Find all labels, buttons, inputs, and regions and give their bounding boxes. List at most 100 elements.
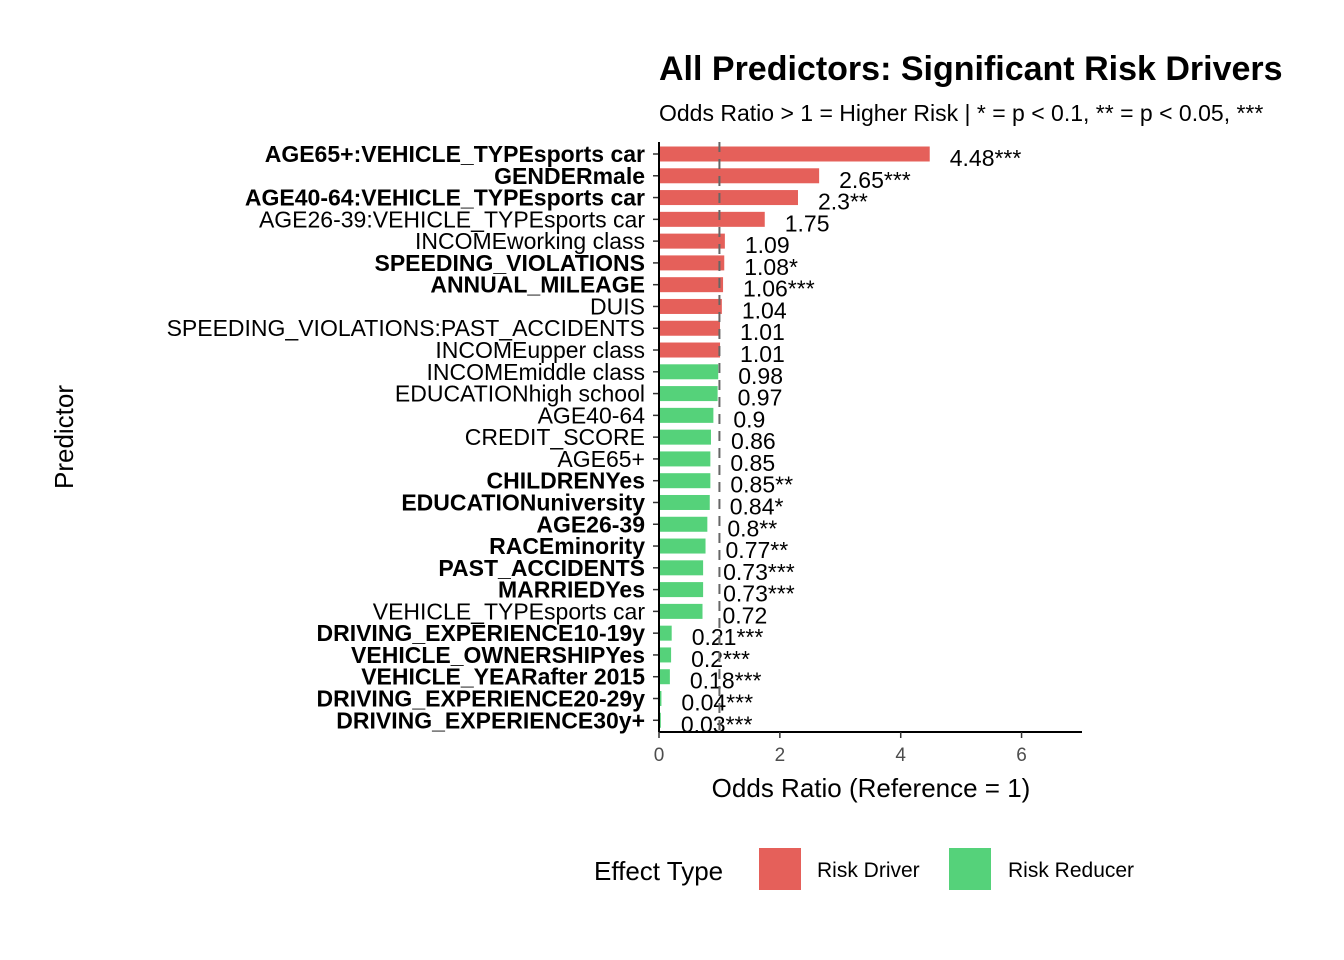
category-label: AGE65+:VEHICLE_TYPEsports car (265, 141, 645, 167)
value-label: 1.08* (744, 254, 798, 280)
bar (659, 320, 721, 336)
category-label: EDUCATIONuniversity (401, 489, 645, 515)
bar (659, 342, 721, 358)
category-label: AGE40-64 (538, 402, 646, 428)
bar (659, 516, 708, 532)
category-label: RACEminority (489, 533, 645, 559)
category-label: SPEEDING_VIOLATIONS:PAST_ACCIDENTS (167, 315, 645, 341)
legend-swatch-risk-reducer (949, 848, 991, 890)
value-label: 0.98 (738, 363, 783, 389)
legend-swatch-risk-driver (759, 848, 801, 890)
bar (659, 473, 711, 489)
value-label: 0.21*** (692, 624, 764, 650)
bar (659, 494, 710, 510)
bar (659, 168, 820, 184)
value-label: 0.86 (731, 428, 776, 454)
value-label: 0.97 (738, 385, 783, 411)
legend-label-risk-reducer: Risk Reducer (1008, 859, 1134, 882)
category-label: MARRIEDYes (498, 577, 645, 603)
bar (659, 233, 725, 249)
category-labels: AGE65+:VEHICLE_TYPEsports carGENDERmaleA… (167, 141, 659, 733)
category-label: AGE40-64:VEHICLE_TYPEsports car (245, 185, 645, 211)
legend-title: Effect Type (594, 856, 723, 886)
value-label: 0.72 (723, 602, 768, 628)
bar (659, 647, 672, 663)
x-tick-label: 4 (895, 745, 906, 766)
category-label: PAST_ACCIDENTS (438, 555, 645, 581)
value-label: 1.75 (785, 210, 830, 236)
category-label: DRIVING_EXPERIENCE20-29y (316, 686, 645, 712)
value-label: 1.09 (745, 232, 790, 258)
bar (659, 211, 765, 227)
category-label: VEHICLE_YEARafter 2015 (361, 664, 645, 690)
value-label: 1.04 (742, 297, 787, 323)
bar (659, 560, 704, 576)
value-label: 1.06*** (743, 276, 815, 302)
bar (659, 538, 706, 554)
bar (659, 364, 719, 380)
chart-subtitle: Odds Ratio > 1 = Higher Risk | * = p < 0… (659, 100, 1263, 126)
value-labels: 4.48***2.65***2.3**1.751.091.08*1.06***1… (681, 145, 1022, 737)
value-label: 0.85** (730, 472, 793, 498)
bars-layer (659, 146, 930, 728)
category-label: DRIVING_EXPERIENCE10-19y (316, 620, 645, 646)
axes (658, 142, 1082, 733)
category-label: DRIVING_EXPERIENCE30y+ (336, 707, 645, 733)
value-label: 0.8** (727, 515, 777, 541)
bar (659, 691, 662, 706)
value-label: 0.84* (730, 493, 784, 519)
bar (659, 277, 724, 293)
bar (659, 582, 704, 598)
x-tick-label: 2 (775, 745, 786, 766)
x-axis-title: Odds Ratio (Reference = 1) (712, 773, 1031, 803)
value-label: 0.73*** (723, 559, 795, 585)
value-label: 0.04*** (681, 690, 753, 716)
bar (659, 146, 930, 162)
bar (659, 386, 718, 402)
bar (659, 298, 722, 314)
x-axis-ticks: 0 2 4 6 (654, 732, 1027, 766)
value-label: 0.2*** (691, 646, 750, 672)
category-label: INCOMEworking class (415, 228, 645, 254)
y-axis-title: Predictor (49, 385, 79, 489)
bar (659, 669, 670, 685)
legend-label-risk-driver: Risk Driver (817, 859, 920, 882)
value-label: 0.77** (726, 537, 789, 563)
category-label: EDUCATIONhigh school (395, 381, 645, 407)
value-label: 1.01 (740, 341, 785, 367)
x-tick-label: 6 (1016, 745, 1027, 766)
value-label: 0.85 (730, 450, 775, 476)
value-label: 1.01 (740, 319, 785, 345)
category-label: CREDIT_SCORE (465, 424, 645, 450)
value-label: 2.3** (818, 189, 868, 215)
value-label: 0.18*** (690, 668, 762, 694)
category-label: VEHICLE_OWNERSHIPYes (351, 642, 645, 668)
category-label: ANNUAL_MILEAGE (430, 272, 645, 298)
chart-title: All Predictors: Significant Risk Drivers (659, 50, 1283, 88)
category-label: INCOMEmiddle class (426, 359, 645, 385)
category-label: CHILDRENYes (487, 468, 645, 494)
bar (659, 451, 711, 467)
category-label: AGE26-39:VEHICLE_TYPEsports car (259, 206, 645, 232)
value-label: 4.48*** (950, 145, 1022, 171)
value-label: 0.03*** (681, 711, 753, 737)
category-label: INCOMEupper class (435, 337, 645, 363)
bar (659, 190, 798, 206)
category-label: AGE65+ (557, 446, 645, 472)
legend: Effect Type Risk Driver Risk Reducer (594, 848, 1134, 890)
bar (659, 603, 703, 619)
value-label: 2.65*** (839, 167, 911, 193)
value-label: 0.9 (733, 406, 765, 432)
bar (659, 625, 672, 641)
x-tick-label: 0 (654, 745, 665, 766)
category-label: GENDERmale (494, 163, 645, 189)
bar (659, 255, 725, 271)
value-label: 0.73*** (723, 581, 795, 607)
category-label: DUIS (590, 293, 645, 319)
category-label: VEHICLE_TYPEsports car (373, 598, 646, 624)
bar (659, 429, 711, 445)
category-label: AGE26-39 (536, 511, 645, 537)
bar (659, 407, 714, 423)
category-label: SPEEDING_VIOLATIONS (374, 250, 645, 276)
